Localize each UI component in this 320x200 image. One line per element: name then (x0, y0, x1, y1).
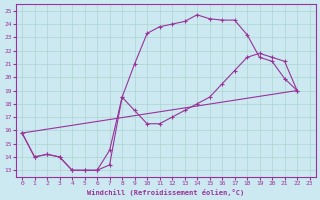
X-axis label: Windchill (Refroidissement éolien,°C): Windchill (Refroidissement éolien,°C) (87, 189, 244, 196)
